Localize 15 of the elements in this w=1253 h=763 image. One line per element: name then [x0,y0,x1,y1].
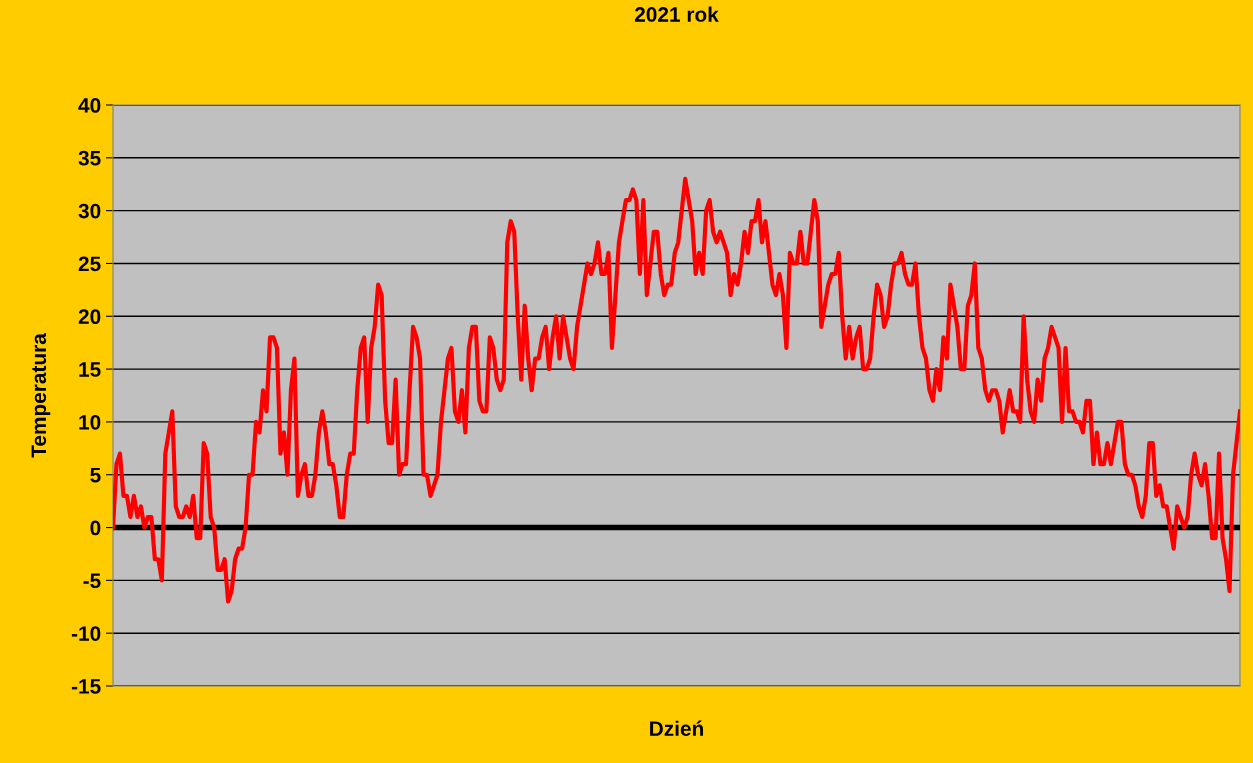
chart-title: 2021 rok [634,6,719,22]
y-tick-label: 40 [78,98,101,113]
y-tick-label: 35 [78,150,101,166]
y-tick-label: 20 [78,309,101,325]
y-tick-label: 0 [90,520,101,536]
y-tick-label: -15 [71,679,101,694]
y-tick-label: 5 [90,467,101,483]
y-tick-label: -5 [83,573,101,589]
y-tick-label: 15 [79,362,101,377]
y-axis-title: Temperatura [31,333,51,458]
y-tick-label: -10 [71,626,101,641]
y-tick-label: 10 [79,414,101,430]
y-tick-label: 25 [78,256,101,272]
x-axis-title: Dzień [650,720,703,737]
y-tick-label: 30 [78,203,101,219]
